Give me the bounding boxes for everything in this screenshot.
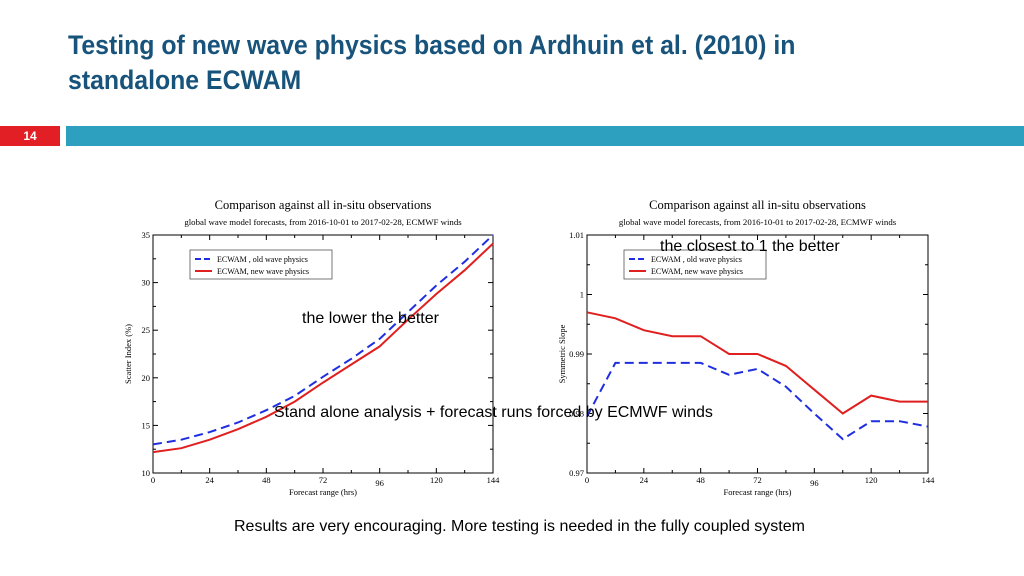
chart-title: Comparison against all in-situ observati… — [215, 198, 432, 212]
chart-title: Comparison against all in-situ observati… — [649, 198, 866, 212]
legend-label: ECWAM , old wave physics — [651, 255, 742, 264]
series-line-old-physics — [152, 234, 494, 446]
legend-label: ECWAM, new wave physics — [651, 267, 743, 276]
header-band — [66, 126, 1024, 146]
y-tick-label: 1.01 — [569, 230, 584, 240]
y-tick-label: 10 — [142, 468, 151, 478]
symmetric-slope-chart: Comparison against all in-situ observati… — [557, 198, 936, 497]
y-tick-label: 0.99 — [569, 349, 584, 359]
x-tick-label: 48 — [262, 475, 271, 485]
x-tick-label: 72 — [753, 475, 762, 485]
x-tick-label: 0 — [151, 475, 155, 485]
legend-box — [189, 249, 333, 280]
series-line-new-physics — [152, 242, 494, 454]
y-tick-label: 1 — [580, 290, 584, 300]
slide-title: Testing of new wave physics based on Ard… — [68, 30, 796, 95]
x-tick-label: 144 — [922, 475, 936, 485]
y-tick-label: 20 — [142, 373, 151, 383]
chart-subtitle: global wave model forecasts, from 2016-1… — [619, 217, 897, 227]
scatter-index-chart: Comparison against all in-situ observati… — [123, 198, 501, 497]
x-tick-label: 24 — [205, 475, 214, 485]
footer-text: Results are very encouraging. More testi… — [234, 518, 805, 535]
y-axis-label: Scatter Index (%) — [123, 324, 133, 384]
slide-number: 14 — [0, 126, 60, 146]
series-line-old-physics — [586, 361, 929, 441]
y-axis-label: Symmetric Slope — [557, 324, 567, 383]
y-tick-label: 0.98 — [569, 409, 584, 419]
y-tick-label: 35 — [142, 230, 151, 240]
x-axis-label: Forecast range (hrs) — [724, 487, 792, 497]
annotation-lower-better: the lower the better — [302, 310, 439, 327]
y-tick-label: 0.97 — [569, 468, 584, 478]
legend-label: ECWAM , old wave physics — [217, 255, 308, 264]
series-line-new-physics — [586, 311, 928, 415]
annotation-standalone: Stand alone analysis + forecast runs for… — [274, 404, 713, 421]
x-tick-label: 144 — [487, 475, 501, 485]
x-tick-label: 48 — [696, 475, 705, 485]
x-tick-label: 96 — [810, 478, 819, 488]
x-tick-label: 72 — [319, 475, 328, 485]
y-tick-label: 25 — [142, 325, 151, 335]
x-tick-label: 24 — [640, 475, 649, 485]
chart-subtitle: global wave model forecasts, from 2016-1… — [184, 217, 462, 227]
annotation-closest-one: the closest to 1 the better — [660, 238, 840, 255]
x-axis-label: Forecast range (hrs) — [289, 487, 357, 497]
legend-box — [623, 249, 767, 280]
y-tick-label: 30 — [142, 278, 151, 288]
legend-label: ECWAM, new wave physics — [217, 267, 309, 276]
y-tick-label: 15 — [142, 420, 151, 430]
x-tick-label: 0 — [585, 475, 589, 485]
x-tick-label: 96 — [375, 478, 384, 488]
x-tick-label: 120 — [430, 475, 443, 485]
x-tick-label: 120 — [865, 475, 878, 485]
